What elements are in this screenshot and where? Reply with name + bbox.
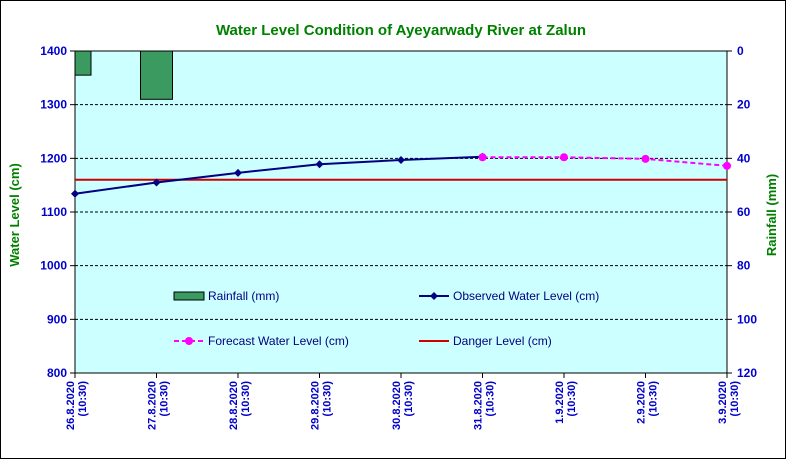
- observed-point: [152, 178, 161, 187]
- legend-marker: [430, 292, 438, 300]
- y-tick-label: 900: [47, 312, 67, 326]
- y2-tick-label: 120: [737, 366, 757, 380]
- x-tick-label: 30.8.2020(10:30): [391, 381, 415, 430]
- legend-label: Observed Water Level (cm): [453, 289, 599, 303]
- legend-label: Rainfall (mm): [208, 289, 279, 303]
- y2-tick-label: 60: [737, 205, 751, 219]
- observed-point: [234, 168, 242, 177]
- y-axis-title: Water Level (cm): [7, 163, 22, 267]
- x-tick-label: 29.8.2020(10:30): [310, 381, 334, 430]
- observed-point: [397, 155, 405, 164]
- forecast-water-level-line: [482, 156, 728, 167]
- y-tick-label: 1100: [41, 205, 67, 219]
- rainfall-bar: [74, 50, 92, 76]
- x-tick-label: 2.9.2020(10:30): [636, 381, 660, 424]
- observed-water-level-line: [74, 155, 483, 195]
- x-tick-label: 3.9.2020(10:30): [717, 381, 741, 424]
- x-tick-label: 31.8.2020(10:30): [473, 381, 497, 430]
- chart-title: Water Level Condition of Ayeyarwady Rive…: [216, 22, 586, 39]
- legend-label: Forecast Water Level (cm): [208, 334, 349, 348]
- y2-tick-label: 100: [737, 312, 757, 326]
- forecast-point: [560, 153, 568, 162]
- y-tick-label: 1300: [40, 98, 67, 112]
- y-tick-label: 1200: [40, 151, 67, 165]
- forecast-point: [478, 153, 487, 162]
- y-tick-label: 1400: [40, 44, 67, 58]
- x-tick-label: 1.9.2020(10:30): [554, 381, 578, 424]
- x-tick-label: 28.8.2020(10:30): [228, 381, 252, 430]
- x-tick-label: 26.8.2020(10:30): [65, 381, 89, 430]
- y2-tick-label: 40: [737, 151, 751, 165]
- observed-point: [71, 189, 79, 198]
- x-tick-label: 27.8.2020(10:30): [147, 381, 171, 430]
- legend-marker: [185, 337, 193, 345]
- rainfall-bar: [140, 50, 173, 100]
- legend-label: Danger Level (cm): [453, 334, 552, 348]
- forecast-point: [641, 154, 650, 163]
- legend-rainfall-swatch: [173, 291, 205, 301]
- y2-tick-label: 20: [737, 98, 751, 112]
- forecast-point: [723, 161, 731, 170]
- observed-point: [315, 160, 324, 169]
- y2-axis-title: Rainfall (mm): [764, 174, 779, 256]
- y-tick-label: 800: [47, 366, 67, 380]
- y2-tick-label: 80: [737, 259, 751, 273]
- y2-tick-label: 0: [737, 44, 744, 58]
- y-tick-label: 1000: [40, 259, 67, 273]
